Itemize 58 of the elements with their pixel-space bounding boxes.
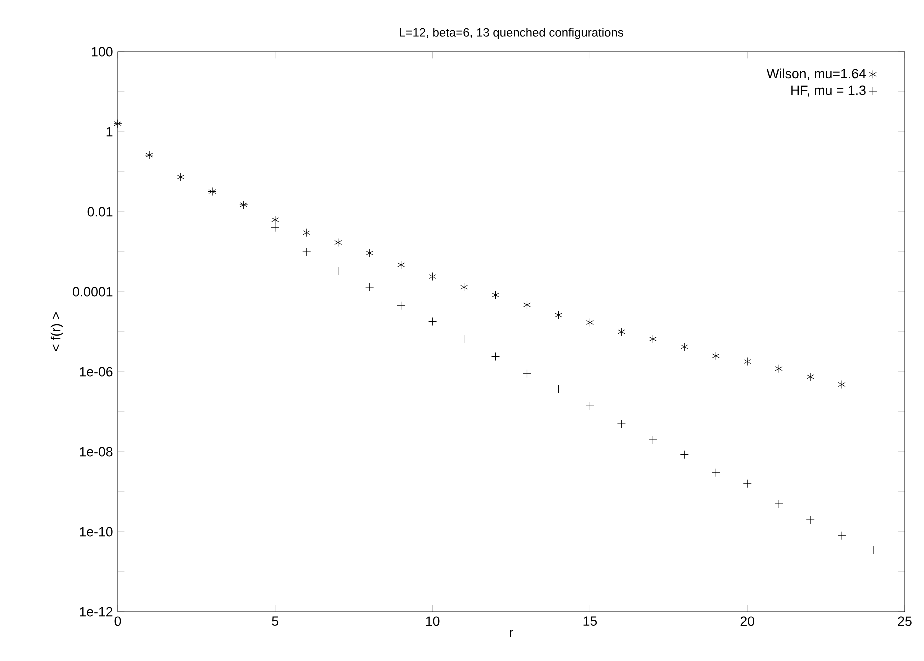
point	[334, 238, 342, 248]
y-tick-label: 0.01	[88, 207, 113, 217]
y-tick-label: 1e-08	[80, 447, 113, 457]
point	[491, 352, 500, 362]
point	[272, 216, 280, 224]
point	[744, 358, 752, 366]
point	[775, 364, 783, 374]
y-tick-label: 1e-12	[80, 607, 113, 617]
point	[869, 546, 878, 555]
point	[838, 380, 846, 390]
point	[522, 370, 532, 378]
point	[397, 302, 406, 310]
point	[586, 402, 594, 410]
point	[618, 328, 626, 336]
y-tick-label: 1e-06	[80, 367, 113, 377]
x-tick-label: 15	[584, 616, 598, 626]
point	[492, 290, 500, 300]
point	[334, 266, 343, 276]
x-axis-title: r	[510, 630, 514, 638]
x-tick-label: 10	[426, 616, 440, 626]
point	[774, 500, 784, 508]
point	[398, 260, 406, 270]
y-tick-label: 100	[92, 47, 113, 57]
point	[524, 300, 531, 310]
x-tick-label: 0	[114, 616, 122, 626]
point	[649, 334, 657, 344]
point	[806, 372, 814, 382]
point	[429, 272, 437, 282]
x-tick-label: 5	[272, 616, 279, 626]
y-tick-label: 1e-10	[80, 527, 113, 537]
point	[460, 283, 468, 292]
point	[743, 480, 752, 488]
legend-label: Wilson, mu=1.64	[766, 68, 866, 80]
x-tick-label: 20	[740, 616, 755, 626]
point	[460, 334, 469, 344]
point	[617, 420, 626, 428]
legend-label: HF, mu = 1.3	[792, 86, 866, 97]
chart-title: L=12, beta=6, 13 quenched configurations	[400, 28, 624, 40]
y-tick-label: 1	[106, 127, 113, 137]
point	[838, 532, 846, 540]
point	[303, 228, 311, 238]
point	[806, 516, 815, 524]
point	[712, 352, 720, 360]
point	[302, 248, 312, 256]
point	[680, 342, 688, 352]
point	[554, 385, 563, 394]
point	[648, 436, 658, 444]
point	[680, 450, 689, 460]
point	[554, 311, 562, 320]
point	[366, 283, 374, 292]
point	[586, 318, 594, 328]
x-tick-label: 25	[898, 616, 912, 626]
point	[712, 468, 720, 478]
point	[428, 318, 438, 326]
point	[271, 224, 280, 232]
y-axis-title: < f(r) >	[50, 312, 64, 352]
point	[366, 248, 374, 258]
y-tick-label: 0.0001	[73, 287, 113, 297]
